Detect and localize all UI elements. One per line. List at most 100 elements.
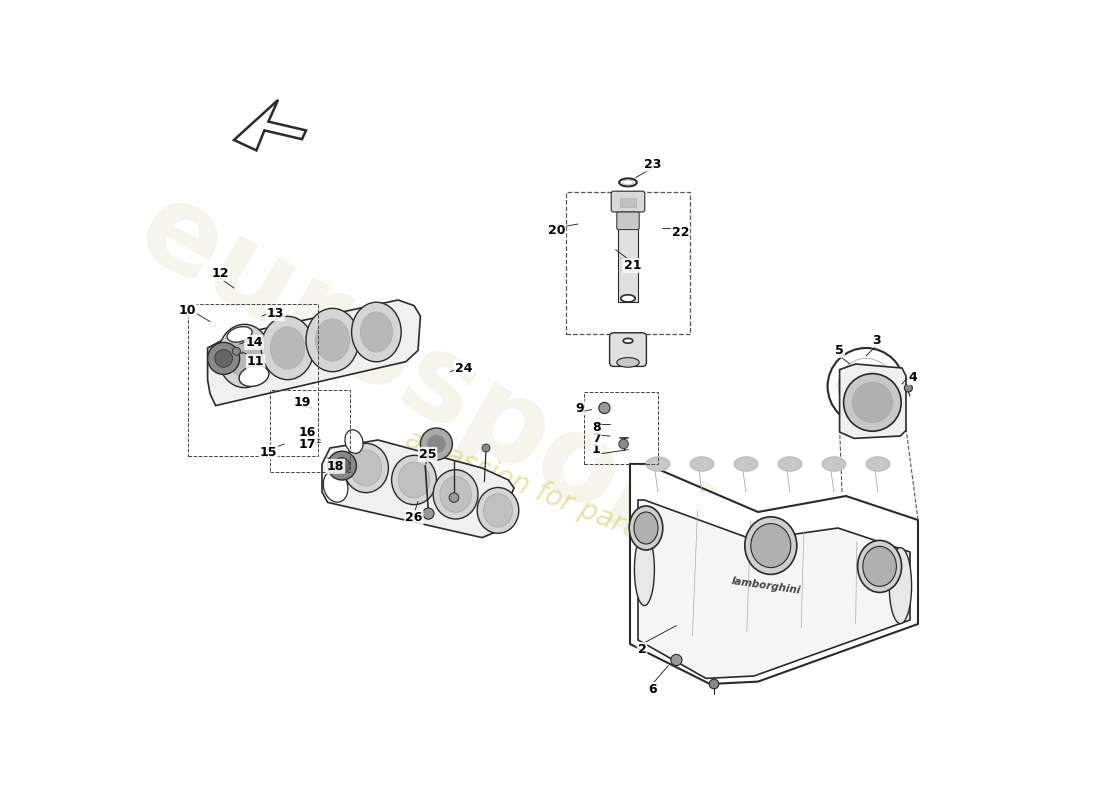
- Circle shape: [328, 451, 356, 480]
- Ellipse shape: [352, 302, 402, 362]
- Text: lamborghini: lamborghini: [730, 576, 802, 595]
- Text: 26: 26: [405, 511, 422, 524]
- Text: 10: 10: [179, 304, 196, 317]
- Ellipse shape: [343, 443, 388, 493]
- Circle shape: [619, 439, 628, 449]
- Polygon shape: [839, 364, 906, 438]
- Polygon shape: [630, 464, 918, 684]
- Ellipse shape: [398, 462, 430, 498]
- Ellipse shape: [306, 308, 359, 372]
- Circle shape: [208, 342, 240, 374]
- Ellipse shape: [316, 319, 350, 361]
- Bar: [188, 304, 318, 456]
- Ellipse shape: [617, 358, 639, 367]
- Circle shape: [214, 350, 232, 367]
- Ellipse shape: [690, 457, 714, 471]
- Circle shape: [334, 458, 350, 474]
- Ellipse shape: [745, 517, 796, 574]
- Text: 21: 21: [624, 259, 641, 272]
- Ellipse shape: [261, 316, 314, 380]
- Ellipse shape: [734, 457, 758, 471]
- Ellipse shape: [433, 470, 478, 519]
- Text: 9: 9: [575, 402, 584, 414]
- Text: 2: 2: [638, 643, 647, 656]
- FancyBboxPatch shape: [612, 191, 645, 212]
- Circle shape: [482, 444, 490, 452]
- Ellipse shape: [271, 327, 305, 369]
- Ellipse shape: [858, 541, 902, 592]
- Ellipse shape: [822, 457, 846, 471]
- Bar: [617, 228, 638, 302]
- Ellipse shape: [440, 477, 471, 512]
- Ellipse shape: [345, 430, 363, 454]
- Text: 1: 1: [592, 443, 601, 456]
- Polygon shape: [638, 500, 910, 678]
- Circle shape: [710, 679, 718, 689]
- Text: 7: 7: [592, 432, 601, 445]
- Ellipse shape: [239, 366, 268, 386]
- Text: 3: 3: [872, 334, 881, 346]
- Text: eurosport: eurosport: [118, 170, 741, 598]
- Ellipse shape: [623, 180, 634, 185]
- Text: 6: 6: [648, 683, 657, 696]
- Circle shape: [671, 654, 682, 666]
- Text: 15: 15: [260, 446, 277, 458]
- Text: 4: 4: [908, 371, 916, 384]
- Text: 8: 8: [592, 421, 601, 434]
- Ellipse shape: [361, 312, 393, 352]
- Ellipse shape: [624, 338, 632, 343]
- Circle shape: [852, 382, 892, 422]
- Bar: [620, 198, 636, 207]
- Ellipse shape: [629, 506, 663, 550]
- Text: 13: 13: [267, 307, 284, 320]
- Ellipse shape: [866, 457, 890, 471]
- Circle shape: [904, 384, 912, 392]
- Ellipse shape: [228, 335, 262, 377]
- Text: 17: 17: [299, 438, 317, 451]
- Ellipse shape: [323, 470, 348, 502]
- Circle shape: [420, 428, 452, 460]
- FancyBboxPatch shape: [609, 333, 647, 366]
- Ellipse shape: [778, 457, 802, 471]
- Text: 14: 14: [245, 336, 263, 349]
- Circle shape: [422, 508, 435, 519]
- Bar: [270, 390, 350, 472]
- Text: 20: 20: [548, 224, 565, 237]
- Text: 5: 5: [835, 344, 844, 357]
- Ellipse shape: [646, 457, 670, 471]
- Text: 22: 22: [672, 226, 689, 238]
- Circle shape: [827, 348, 904, 425]
- Circle shape: [427, 434, 446, 454]
- Ellipse shape: [350, 450, 382, 486]
- Text: 16: 16: [299, 426, 317, 438]
- Polygon shape: [322, 440, 514, 538]
- Text: 19: 19: [294, 396, 310, 409]
- Ellipse shape: [862, 546, 896, 586]
- Circle shape: [844, 374, 901, 431]
- Polygon shape: [208, 300, 420, 406]
- Ellipse shape: [635, 534, 654, 606]
- Ellipse shape: [227, 326, 252, 342]
- Text: 18: 18: [327, 460, 344, 473]
- Text: 24: 24: [455, 362, 472, 374]
- Ellipse shape: [751, 524, 791, 568]
- Bar: [566, 192, 690, 334]
- Text: 11: 11: [246, 355, 264, 368]
- Circle shape: [232, 347, 241, 355]
- Ellipse shape: [620, 294, 635, 302]
- Text: 12: 12: [211, 267, 229, 280]
- Ellipse shape: [619, 178, 637, 186]
- Circle shape: [838, 358, 894, 414]
- Ellipse shape: [392, 455, 437, 505]
- Ellipse shape: [477, 487, 519, 534]
- Ellipse shape: [483, 494, 513, 527]
- Circle shape: [598, 402, 611, 414]
- Bar: [584, 392, 658, 464]
- Ellipse shape: [889, 547, 912, 624]
- Text: a passion for parts s...: a passion for parts s...: [402, 425, 698, 567]
- Circle shape: [449, 493, 459, 502]
- FancyBboxPatch shape: [617, 212, 639, 230]
- Ellipse shape: [218, 324, 271, 388]
- Ellipse shape: [634, 512, 658, 544]
- Text: 25: 25: [419, 448, 437, 461]
